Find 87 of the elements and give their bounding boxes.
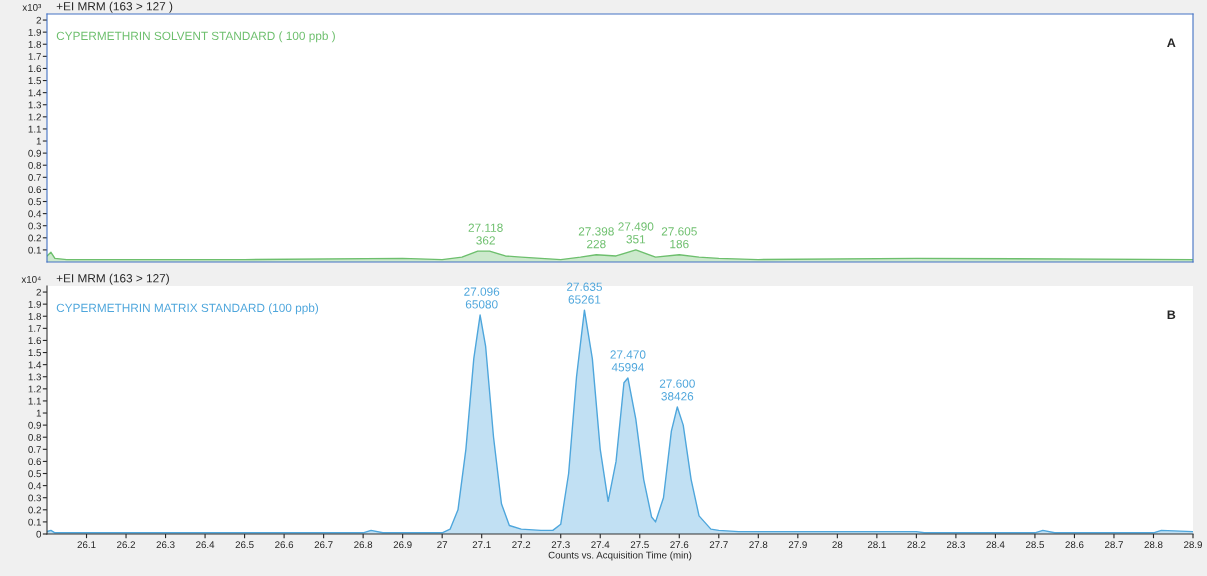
x-tick-label: 28.3 <box>946 541 965 549</box>
x-tick-label: 26.6 <box>275 541 294 549</box>
annotation: 27.470 45994 <box>610 350 646 372</box>
x-tick-label: 27.7 <box>709 541 728 548</box>
y-tick-label: 1.1 <box>28 397 41 405</box>
y-tick-label: 1.7 <box>28 325 41 332</box>
y-tick-label: 1.9 <box>28 300 41 308</box>
x-tick-label: 27.4 <box>591 541 610 548</box>
y-tick-label: 0 <box>36 530 42 538</box>
x-tick-label: 27.8 <box>749 541 768 549</box>
y-tick-label: 0.1 <box>28 518 41 526</box>
y-tick-label: 1.8 <box>28 40 42 48</box>
y-tick-label: 1.2 <box>28 385 41 393</box>
y-tick-label: 0.3 <box>28 222 42 230</box>
y-tick-label: 0.4 <box>28 482 42 490</box>
y-axis-title: x10⁴ <box>21 275 41 283</box>
x-tick-label: 26.1 <box>77 541 96 549</box>
y-tick-label: 1.3 <box>28 373 42 381</box>
x-tick-label: 26.5 <box>235 541 254 549</box>
text: CYPERMETHRIN MATRIX STANDARD (100 ppb) <box>56 303 319 315</box>
y-tick-label: 1 <box>36 137 41 145</box>
x-tick-label: 27.1 <box>472 541 491 548</box>
x-tick-label: 27 <box>437 541 448 548</box>
x-tick-label: 28.1 <box>867 541 886 549</box>
y-tick-label: 0.4 <box>28 210 42 218</box>
annotation: 27.490 351 <box>618 222 654 244</box>
y-tick-label: 2 <box>36 288 41 296</box>
x-tick-label: 26.2 <box>117 541 136 549</box>
x-tick-label: 28.2 <box>907 541 926 549</box>
annotation: 27.118 362 <box>468 223 503 245</box>
y-tick-label: 0.3 <box>28 494 42 502</box>
y-tick-label: 0.1 <box>28 246 41 254</box>
y-tick-label: 0.8 <box>28 161 42 169</box>
text: CYPERMETHRIN SOLVENT STANDARD ( 100 ppb ) <box>56 31 335 43</box>
chart-title: +EI MRM (163 > 127) <box>56 273 169 285</box>
y-tick-label: 1.6 <box>28 337 42 345</box>
annotation: 27.600 38426 <box>659 379 695 401</box>
y-tick-label: 0.5 <box>28 198 42 206</box>
x-tick-label: 28.7 <box>1104 541 1123 549</box>
chart-title: +EI MRM (163 > 127 ) <box>56 1 173 13</box>
x-tick-label: 26.8 <box>354 541 373 549</box>
annotation: 27.398 228 <box>578 227 614 249</box>
x-tick-label: 28 <box>832 541 843 549</box>
y-tick-label: 1.2 <box>28 113 41 121</box>
y-tick-label: 1 <box>36 409 41 417</box>
y-tick-label: 1.5 <box>28 77 42 85</box>
x-tick-label: 27.6 <box>670 541 689 549</box>
x-tick-label: 28.6 <box>1065 541 1084 549</box>
y-tick-label: 1.9 <box>28 28 41 36</box>
x-tick-label: 26.7 <box>314 541 333 549</box>
x-tick-label: 27.3 <box>551 541 570 549</box>
y-axis-title: x10³ <box>22 3 42 11</box>
y-tick-label: 0.2 <box>28 506 41 514</box>
annotation: B <box>1167 310 1176 319</box>
y-tick-label: 1.4 <box>28 89 42 97</box>
y-tick-label: 1.6 <box>28 65 42 73</box>
annotation: A <box>1167 38 1176 47</box>
annotation: 27.605 186 <box>661 227 697 249</box>
x-tick-label: 28.5 <box>1025 541 1044 549</box>
x-tick-label: 27.2 <box>512 541 531 548</box>
annotation: 27.096 65080 <box>464 287 500 309</box>
annotation: 27.635 65261 <box>566 282 602 304</box>
y-tick-label: 0.6 <box>28 458 42 466</box>
y-tick-label: 0.6 <box>28 186 42 194</box>
x-tick-label: 26.4 <box>196 541 215 549</box>
x-tick-label: 28.8 <box>1144 541 1163 549</box>
y-tick-label: 1.5 <box>28 349 42 357</box>
y-tick-label: 0.2 <box>28 234 41 242</box>
y-tick-label: 1.3 <box>28 101 42 109</box>
x-tick-label: 28.9 <box>1184 541 1202 549</box>
x-tick-label: 26.9 <box>393 541 412 549</box>
y-tick-label: 0.9 <box>28 149 41 157</box>
y-tick-label: 0.7 <box>28 174 41 181</box>
y-tick-label: 1.4 <box>28 361 42 369</box>
x-tick-label: 27.9 <box>788 541 807 549</box>
y-tick-label: 0.9 <box>28 421 41 429</box>
y-tick-label: 1.1 <box>28 125 41 133</box>
y-tick-label: 2 <box>36 16 41 24</box>
y-tick-label: 1.8 <box>28 312 42 320</box>
y-tick-label: 0.8 <box>28 433 42 441</box>
y-tick-label: 1.7 <box>28 53 41 60</box>
x-tick-label: 28.4 <box>986 541 1005 549</box>
x-axis-title: Counts vs. Acquisition Time (min) <box>548 551 692 561</box>
x-tick-label: 27.5 <box>630 541 649 549</box>
y-tick-label: 0.7 <box>28 446 41 453</box>
y-tick-label: 0.5 <box>28 470 42 478</box>
x-tick-label: 26.3 <box>156 541 175 549</box>
